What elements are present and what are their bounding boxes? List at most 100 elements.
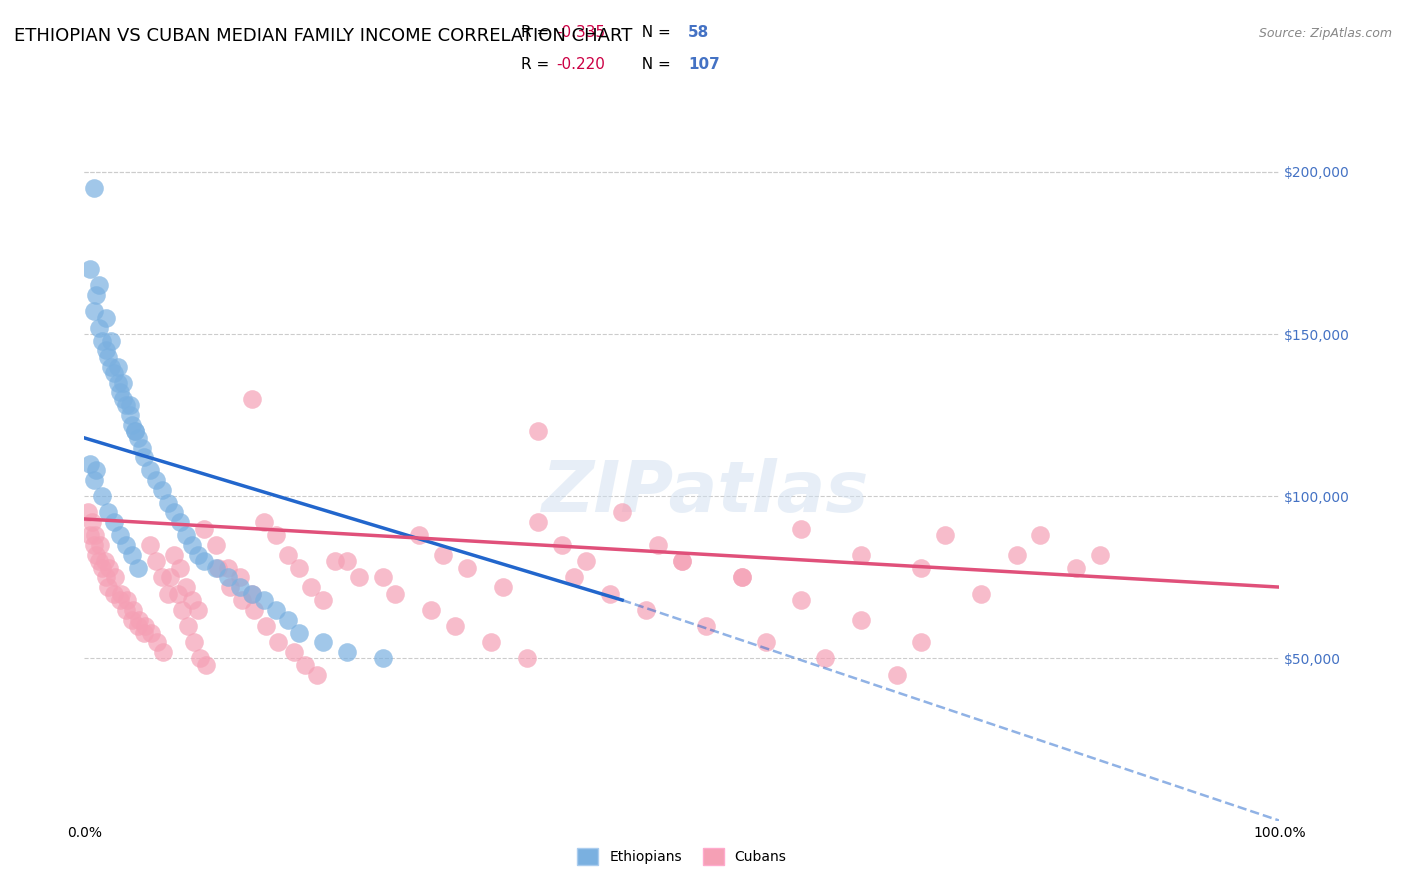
Point	[98, 560, 121, 574]
Point	[91, 334, 114, 348]
Point	[1005, 548, 1028, 562]
Point	[91, 560, 114, 574]
Text: R =: R =	[520, 25, 554, 39]
Point	[124, 425, 146, 439]
Point	[93, 554, 115, 568]
Point	[408, 528, 430, 542]
Point	[575, 554, 598, 568]
Point	[115, 603, 138, 617]
Point	[205, 560, 228, 574]
Point	[146, 635, 169, 649]
Point	[174, 528, 197, 542]
Point	[163, 548, 186, 562]
Point	[420, 603, 443, 617]
Legend: Ethiopians, Cubans: Ethiopians, Cubans	[572, 843, 792, 871]
Point	[277, 548, 299, 562]
Point	[1029, 528, 1052, 542]
Point	[100, 359, 122, 374]
Point	[83, 473, 105, 487]
Point	[384, 586, 406, 600]
Point	[87, 320, 110, 334]
Text: ZIPatlas: ZIPatlas	[543, 458, 869, 527]
Point	[240, 392, 263, 406]
Point	[115, 538, 138, 552]
Point	[181, 538, 204, 552]
Point	[814, 651, 837, 665]
Point	[229, 570, 252, 584]
Point	[910, 635, 932, 649]
Point	[177, 619, 200, 633]
Point	[122, 603, 145, 617]
Point	[77, 506, 100, 520]
Point	[94, 343, 117, 358]
Text: R =: R =	[520, 57, 554, 71]
Point	[86, 548, 108, 562]
Point	[86, 463, 108, 477]
Point	[103, 366, 125, 380]
Point	[83, 181, 105, 195]
Point	[934, 528, 956, 542]
Point	[127, 619, 149, 633]
Point	[970, 586, 993, 600]
Point	[217, 560, 239, 574]
Point	[94, 570, 117, 584]
Point	[231, 593, 253, 607]
Point	[636, 603, 658, 617]
Point	[516, 651, 538, 665]
Point	[312, 635, 335, 649]
Point	[910, 560, 932, 574]
Point	[790, 593, 813, 607]
Point	[97, 506, 120, 520]
Point	[187, 603, 209, 617]
Point	[187, 548, 209, 562]
Point	[174, 580, 197, 594]
Point	[181, 593, 204, 607]
Point	[205, 538, 228, 552]
Text: N =: N =	[631, 57, 675, 71]
Point	[132, 625, 156, 640]
Point	[373, 651, 395, 665]
Text: N =: N =	[631, 25, 675, 39]
Point	[193, 522, 215, 536]
Point	[444, 619, 467, 633]
Point	[132, 450, 156, 465]
Point	[336, 554, 359, 568]
Point	[301, 580, 323, 594]
Point	[87, 554, 110, 568]
Text: ETHIOPIAN VS CUBAN MEDIAN FAMILY INCOME CORRELATION CHART: ETHIOPIAN VS CUBAN MEDIAN FAMILY INCOME …	[14, 27, 633, 45]
Point	[373, 570, 395, 584]
Point	[86, 288, 108, 302]
Point	[195, 657, 218, 672]
Point	[111, 376, 134, 390]
Point	[103, 586, 125, 600]
Point	[150, 483, 173, 497]
Point	[150, 570, 173, 584]
Point	[87, 278, 110, 293]
Point	[97, 350, 120, 364]
Point	[1090, 548, 1112, 562]
Point	[139, 538, 162, 552]
Point	[94, 310, 117, 325]
Point	[131, 441, 153, 455]
Point	[492, 580, 515, 594]
Point	[240, 586, 263, 600]
Point	[886, 667, 908, 681]
Point	[127, 560, 149, 574]
Point	[107, 359, 129, 374]
Point	[254, 619, 277, 633]
Point	[97, 580, 120, 594]
Point	[264, 603, 287, 617]
Point	[118, 399, 141, 413]
Point	[183, 635, 205, 649]
Point	[219, 580, 242, 594]
Text: 58: 58	[688, 25, 709, 39]
Point	[264, 528, 287, 542]
Text: Source: ZipAtlas.com: Source: ZipAtlas.com	[1258, 27, 1392, 40]
Point	[217, 570, 239, 584]
Point	[79, 528, 101, 542]
Point	[288, 560, 311, 574]
Point	[277, 613, 299, 627]
Point	[755, 635, 778, 649]
Point	[243, 603, 266, 617]
Point	[349, 570, 371, 584]
